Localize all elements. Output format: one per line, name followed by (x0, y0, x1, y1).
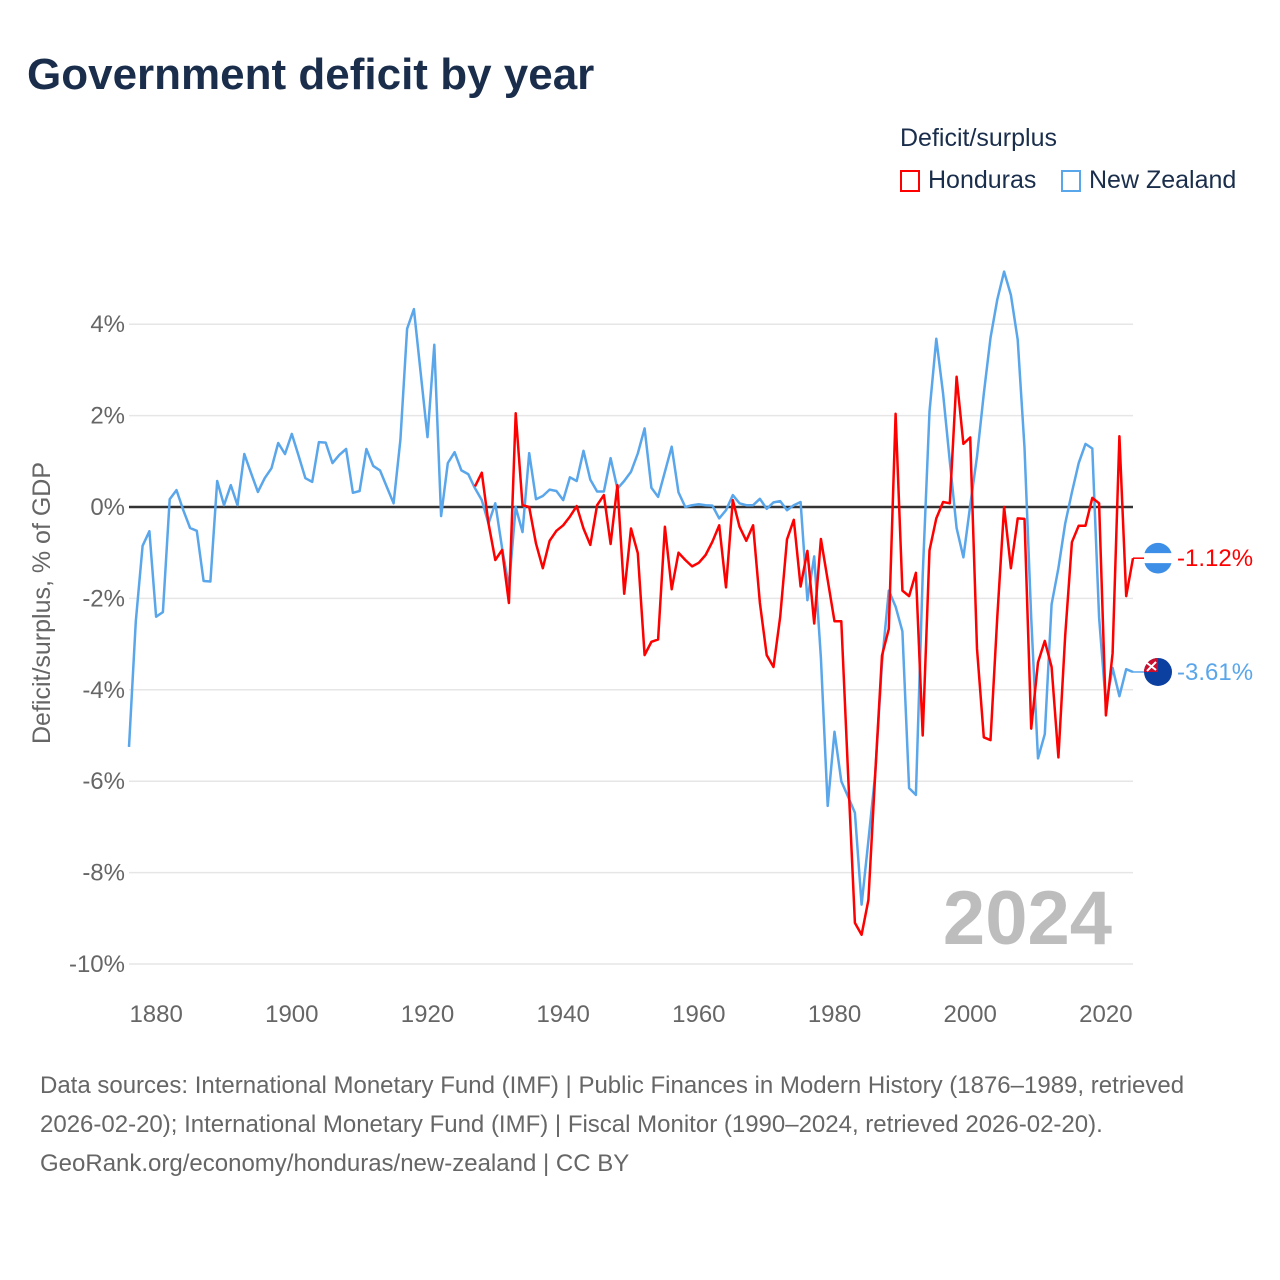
y-tick-label: 0% (90, 494, 125, 521)
legend-title: Deficit/surplus (900, 124, 1057, 152)
end-value-label: -1.12% (1177, 545, 1253, 572)
y-tick-label: -2% (82, 585, 125, 612)
flag-stripe (1144, 542, 1172, 554)
series-line-new-zealand (127, 270, 1134, 906)
x-tick-label: 2000 (943, 1001, 996, 1028)
legend-label: Honduras (928, 166, 1037, 194)
page-title: Government deficit by year (27, 50, 595, 99)
credit-link[interactable]: GeoRank.org/economy/honduras/new-zealand… (40, 1150, 630, 1177)
y-tick-label: -6% (82, 768, 125, 795)
x-tick-label: 1960 (672, 1001, 725, 1028)
x-tick-label: 1920 (401, 1001, 454, 1028)
legend-item-new-zealand[interactable]: New Zealand (1061, 166, 1236, 195)
y-tick-label: 4% (90, 311, 125, 338)
y-tick-label: -8% (82, 860, 125, 887)
legend-item-honduras[interactable]: Honduras (900, 166, 1036, 195)
flag-cross (1146, 661, 1157, 672)
flag-stripe (1144, 563, 1172, 574)
y-tick-label: -10% (69, 951, 125, 978)
honduras-flag-icon (1144, 542, 1172, 574)
y-axis-label: Deficit/surplus, % of GDP (28, 462, 56, 744)
legend-label: New Zealand (1089, 166, 1237, 194)
data-sources: Data sources: International Monetary Fun… (40, 1072, 1185, 1138)
x-tick-label: 2020 (1079, 1001, 1132, 1028)
legend-swatch-new-zealand (1061, 169, 1081, 192)
y-tick-label: 2% (90, 403, 125, 430)
legend-swatch-honduras (900, 169, 920, 192)
year-watermark: 2024 (943, 876, 1112, 961)
end-value-label: -3.61% (1177, 659, 1253, 686)
x-tick-label: 1940 (536, 1001, 589, 1028)
series-line-honduras (473, 375, 1135, 937)
y-tick-label: -4% (82, 677, 125, 704)
x-tick-label: 1880 (129, 1001, 182, 1028)
x-tick-label: 1980 (808, 1001, 861, 1028)
new-zealand-flag-icon (1144, 657, 1172, 686)
x-tick-label: 1900 (265, 1001, 318, 1028)
footer: Data sources: International Monetary Fun… (40, 1066, 1240, 1183)
